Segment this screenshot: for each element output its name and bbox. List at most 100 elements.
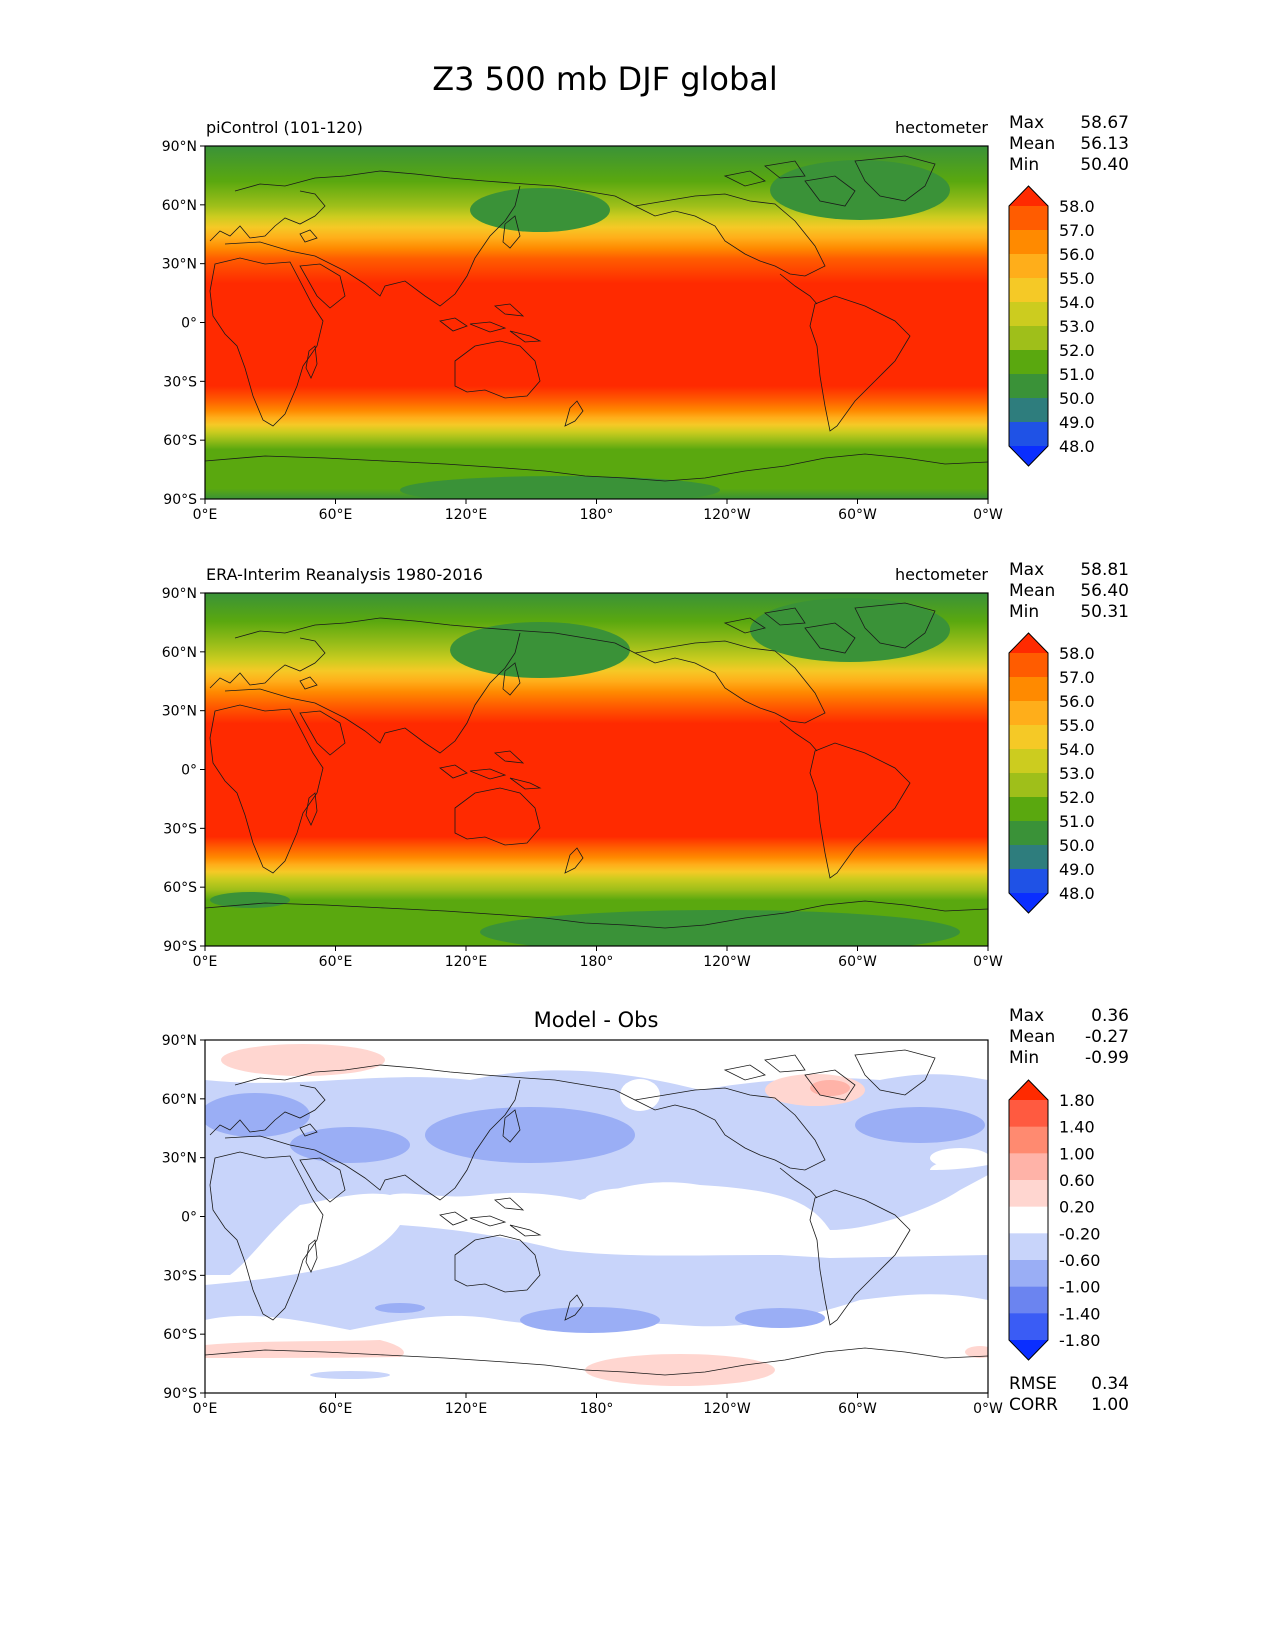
stat-min-value: 50.40 (1080, 155, 1129, 175)
colorbar-swatch (1009, 230, 1048, 255)
stat-corr-value: 1.00 (1091, 1395, 1129, 1415)
field-positive-patch (585, 1354, 775, 1386)
colorbar-tick-label: -1.00 (1059, 1278, 1100, 1297)
lat-tick-label: 90°S (163, 939, 197, 955)
field-neutral-patch (620, 1079, 660, 1111)
lon-tick-label: 120°E (445, 954, 488, 970)
stat-min-value: 50.31 (1080, 602, 1129, 622)
field-negative-patch (205, 1093, 310, 1137)
colorbar-tick-label: 56.0 (1059, 692, 1095, 711)
panel-model: piControl (101-120) hectometer 90°N 60°N 3… (162, 113, 1129, 523)
colorbar-extend-top (1009, 1080, 1048, 1100)
colorbar-swatch (1009, 302, 1048, 327)
colorbar-tick-label: -0.20 (1059, 1224, 1100, 1243)
field-negative-patch (290, 1127, 410, 1163)
colorbar-extend-bottom (1009, 1340, 1048, 1360)
colorbar-tick-label: 53.0 (1059, 764, 1095, 783)
stat-mean-value: 56.13 (1080, 134, 1129, 154)
stat-max-label: Max (1009, 1006, 1044, 1026)
colorbar-swatch (1009, 1153, 1048, 1181)
lat-tick-label: 60°S (163, 880, 197, 896)
lat-tick-label: 0° (181, 1210, 197, 1226)
colorbar-tick-label: -1.40 (1059, 1304, 1100, 1323)
stat-max-label: Max (1009, 560, 1044, 580)
field-positive-patch (965, 1346, 988, 1358)
stat-max-value: 58.81 (1080, 560, 1129, 580)
lon-tick-label: 0°W (973, 954, 1003, 970)
lat-tick-label: 60°N (162, 198, 197, 214)
lat-tick-label: 60°S (163, 433, 197, 449)
colorbar-tick-label: 49.0 (1059, 413, 1095, 432)
colorbar-tick-label: 48.0 (1059, 884, 1095, 903)
lon-tick-label: 120°E (445, 1401, 488, 1417)
colorbar-tick-label: 51.0 (1059, 812, 1095, 831)
field-positive-patch (810, 1080, 850, 1096)
lat-tick-label: 90°N (162, 586, 197, 602)
colorbar-swatch (1009, 374, 1048, 399)
lon-tick-label: 0°E (193, 954, 218, 970)
stat-min-label: Min (1009, 602, 1039, 622)
stat-mean-value: 56.40 (1080, 581, 1129, 601)
stat-min-value: -0.99 (1085, 1048, 1129, 1068)
colorbar-tick-label: 56.0 (1059, 245, 1095, 264)
colorbar-swatch (1009, 350, 1048, 375)
stat-rmse-label: RMSE (1009, 1374, 1057, 1394)
colorbar-tick-label: 52.0 (1059, 341, 1095, 360)
colorbar-outline (1008, 1079, 1049, 1361)
field-negative-patch (520, 1307, 660, 1333)
colorbar-tick-label: 48.0 (1059, 437, 1095, 456)
colorbar-outline (1008, 185, 1049, 467)
colorbar-extend-top (1009, 633, 1048, 653)
colorbar-tick-label: -1.80 (1059, 1331, 1100, 1350)
lat-tick-label: 30°S (163, 821, 197, 837)
colorbar-extend-bottom (1009, 893, 1048, 913)
stat-rmse-value: 0.34 (1091, 1374, 1129, 1394)
colorbar-tick-label: 54.0 (1059, 740, 1095, 759)
colorbar-extend-bottom (1009, 446, 1048, 466)
lat-tick-label: 30°N (162, 257, 197, 273)
lat-tick-label: 60°N (162, 645, 197, 661)
panel-right-title: hectometer (895, 565, 988, 584)
colorbar-tick-label: 52.0 (1059, 788, 1095, 807)
field-neutral-patch (585, 1188, 675, 1212)
colorbar-tick-label: 50.0 (1059, 836, 1095, 855)
colorbar-swatch (1009, 749, 1048, 774)
colorbar-swatch (1009, 653, 1048, 678)
lat-tick-label: 90°S (163, 492, 197, 508)
panel-stats: Max 58.81 Mean 56.40 Min 50.31 (1009, 560, 1129, 622)
lat-tick-label: 30°N (162, 1151, 197, 1167)
lon-tick-label: 120°W (703, 1401, 751, 1417)
lat-tick-label: 30°S (163, 374, 197, 390)
colorbar-tick-label: 55.0 (1059, 269, 1095, 288)
colorbar-swatch (1009, 869, 1048, 894)
stat-min-label: Min (1009, 155, 1039, 175)
field-low-south (210, 892, 290, 908)
colorbar-tick-label: 1.80 (1059, 1091, 1095, 1110)
colorbar-swatch (1009, 821, 1048, 846)
panel-stats: Max 0.36 Mean -0.27 Min -0.99 RMSE 0.34 … (1009, 1006, 1129, 1415)
colorbar-tick-label: 1.40 (1059, 1118, 1095, 1137)
colorbar-tick-label: 54.0 (1059, 293, 1095, 312)
field-negative-patch (855, 1107, 985, 1143)
colorbar-outline (1008, 632, 1049, 914)
lon-tick-label: 60°W (838, 507, 877, 523)
colorbar-tick-label: 57.0 (1059, 668, 1095, 687)
panel-obs: ERA-Interim Reanalysis 1980-2016 hectome… (162, 560, 1129, 970)
lon-tick-label: 120°W (703, 954, 751, 970)
lon-tick-label: 0°E (193, 507, 218, 523)
colorbar-tick-label: 58.0 (1059, 197, 1095, 216)
panel-stats: Max 58.67 Mean 56.13 Min 50.40 (1009, 113, 1129, 175)
lon-tick-label: 60°E (319, 1401, 353, 1417)
colorbar-tick-label: 50.0 (1059, 389, 1095, 408)
lon-tick-label: 60°E (319, 507, 353, 523)
stat-max-value: 0.36 (1091, 1006, 1129, 1026)
stat-max-label: Max (1009, 113, 1044, 133)
lon-tick-label: 180° (580, 507, 614, 523)
longitude-axis: 0°E 60°E 120°E 180° 120°W 60°W 0°W (193, 1393, 1003, 1417)
latitude-axis: 90°N 60°N 30°N 0° 30°S 60°S 90°S (162, 1033, 205, 1402)
colorbar-swatch (1009, 422, 1048, 447)
stat-min-label: Min (1009, 1048, 1039, 1068)
colorbar-swatch (1009, 278, 1048, 303)
colorbar-swatch (1009, 326, 1048, 351)
